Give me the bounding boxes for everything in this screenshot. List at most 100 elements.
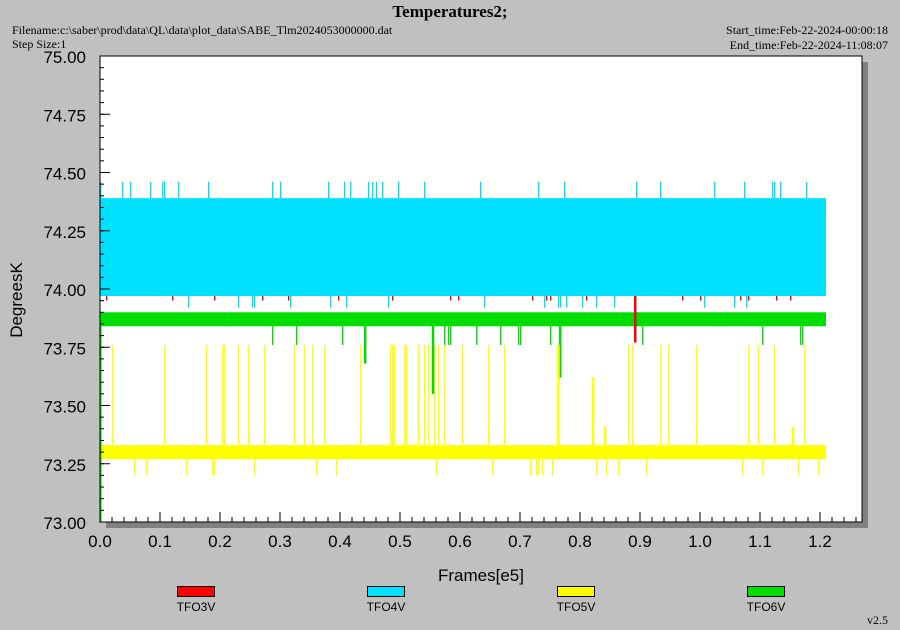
series-spike-down [436,459,438,476]
series-spike-up [744,181,746,199]
legend-item-tfo4v: TFO4V [356,586,416,614]
series-spike-down [316,459,318,476]
series-spike-down [388,295,390,308]
chart-title: Temperatures2; [392,2,508,21]
series-spike-down [614,295,616,308]
series-spike-up [150,181,152,199]
series-spike-up [418,344,420,446]
series-spike-down [606,459,608,476]
series-spike-down [596,459,598,476]
series-spike-down [642,326,644,345]
series-spike-up [324,344,326,446]
series-spike-up [162,181,164,199]
series-spike-down [740,295,742,301]
series-spike-up [372,181,374,199]
series-spike-up [344,181,346,199]
series-spike-down [536,459,538,476]
series-spike-down [134,459,136,476]
series-spike-tfo5v [791,426,795,446]
series-spike-up [660,181,662,199]
filename-label: Filename:c:\saber\prod\data\QL\data\plot… [12,23,393,37]
legend-swatch-tfo4v [367,586,405,597]
series-spike-down [542,459,544,476]
series-spike-down [546,295,548,301]
series-spike-down [254,295,256,308]
series-spike-up [632,344,634,446]
series-spike-down [172,295,174,301]
series-spike-down [618,459,620,476]
series-spike-tfo6v [431,326,435,394]
y-tick-label: 74.75 [43,106,86,125]
series-layer [100,181,826,522]
series-spike-down [518,326,520,345]
series-spike-down [798,459,800,476]
legend-label-tfo4v: TFO4V [366,600,406,614]
version-label: v2.5 [867,613,888,627]
series-spike-down [558,295,560,308]
x-tick-label: 0.4 [328,532,352,551]
series-spike-down [214,459,216,476]
series-spike-tfo5v [604,426,607,446]
series-spike-tfo5v [592,377,595,446]
series-spike-up [774,181,776,199]
series-spike-down [492,459,494,476]
series-spike-up [434,344,436,446]
legend-label-tfo5v: TFO5V [556,600,596,614]
step-size-label: Step Size:1 [12,37,67,51]
series-spike-up [696,344,698,446]
series-spike-up [462,344,464,446]
series-spike-down [146,459,148,476]
series-spike-up [280,181,282,199]
series-spike-up [100,181,102,199]
series-spike-up [112,344,114,446]
x-tick-label: 0.2 [208,532,232,551]
series-spike-up [130,181,132,199]
series-band-tfo5v [100,445,826,460]
series-spike-down [186,459,188,476]
series-spike-up [164,344,166,446]
series-spike-down [586,295,588,301]
series-spike-down [520,326,522,345]
series-spike-down [342,326,344,345]
series-spike-up [122,181,124,199]
legend-item-tfo5v: TFO5V [546,586,606,614]
legend-label-tfo6v: TFO6V [746,600,786,614]
series-spike-up [424,181,426,199]
legend-item-tfo3v: TFO3V [166,586,226,614]
y-axis-label: DegreesK [7,262,26,338]
series-spike-down [560,295,562,308]
series-spike-down [550,295,552,301]
series-spike-up [772,181,774,199]
series-spike-down [444,326,446,345]
series-spike-down [552,459,554,476]
x-tick-label: 0.1 [148,532,172,551]
y-tick-label: 73.00 [43,514,86,533]
series-spike-down [530,459,532,476]
x-tick-label: 1.2 [808,532,832,551]
x-tick-label: 0.6 [448,532,472,551]
series-spike-down [700,295,702,301]
series-spike-down [484,295,486,308]
series-spike-down [550,326,552,345]
series-spike-down [254,459,256,476]
series-spike-up [714,181,716,199]
series-spike-up [480,181,482,199]
series-spike-down [288,295,290,301]
series-spike-up [488,344,490,446]
series-spike-up [368,181,370,199]
x-tick-label: 0.9 [628,532,652,551]
series-spike-down [762,459,764,476]
x-axis-label: Frames[e5] [438,566,524,585]
series-spike-up [304,344,306,446]
y-tick-label: 74.00 [43,281,86,300]
series-spike-down [212,459,214,476]
series-spike-down [742,459,744,476]
series-spike-up [294,344,296,446]
series-spike-down [338,295,340,301]
series-spike-up [636,181,638,199]
series-spike-down [296,326,298,345]
axis-layer: 73.00 73.25 73.50 73.75 74.00 74.25 74.50 74.75… [43,48,863,551]
series-spike-up [392,344,394,446]
series-spike-tfo3v [634,295,637,343]
